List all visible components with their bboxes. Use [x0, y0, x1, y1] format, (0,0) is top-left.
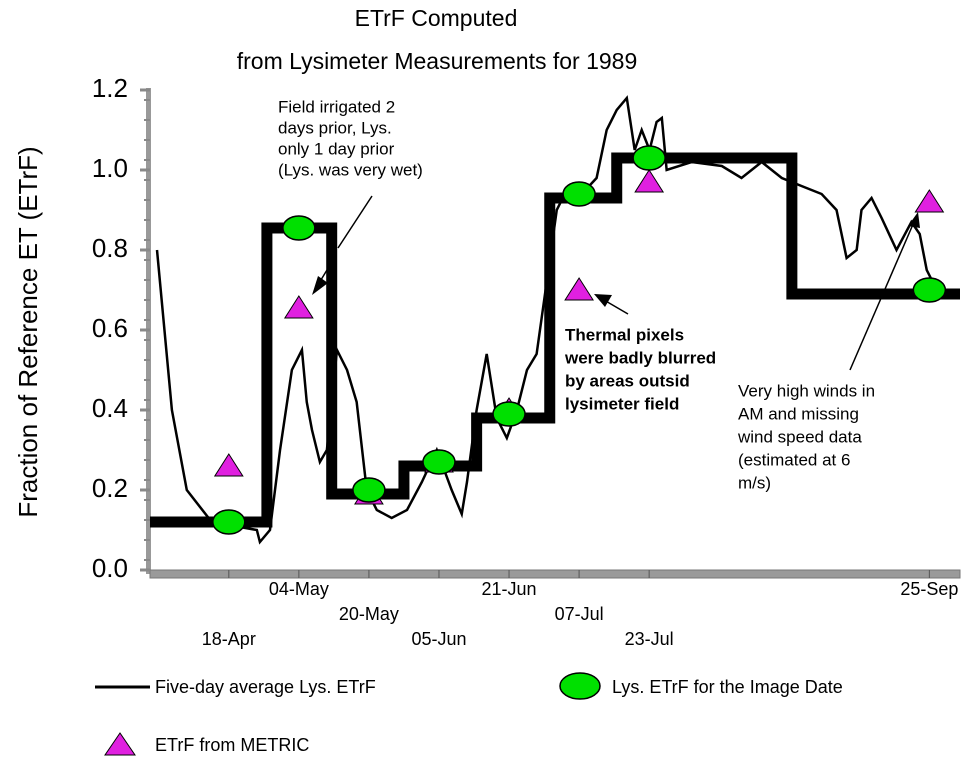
annotation-text: (estimated at 6	[738, 450, 850, 469]
y-tick-label: 0.8	[92, 233, 128, 263]
annotation-text: days prior, Lys.	[278, 118, 392, 137]
data-point	[492, 401, 526, 427]
arrow-head	[312, 276, 328, 295]
data-point	[282, 215, 316, 241]
data-point	[912, 277, 947, 303]
data-point	[562, 181, 596, 207]
y-tick-label: 1.0	[92, 153, 128, 183]
data-point	[352, 477, 386, 503]
y-axis-label: Fraction of Reference ET (ETrF)	[13, 146, 43, 517]
annotation-text: Very high winds in	[738, 381, 875, 400]
plot-area	[150, 95, 960, 545]
annotation-arrow	[337, 195, 373, 249]
legend-circle	[559, 672, 601, 700]
data-point	[212, 509, 246, 535]
x-tick-label: 18-Apr	[202, 629, 256, 649]
x-tick-label: 23-Jul	[625, 629, 674, 649]
data-line	[155, 95, 938, 545]
chart-subtitle: from Lysimeter Measurements for 1989	[237, 48, 638, 74]
data-point	[632, 145, 666, 171]
annotation-text: by areas outsid	[565, 371, 690, 390]
y-tick-label: 0.2	[92, 473, 128, 503]
x-tick-label: 21-Jun	[482, 579, 537, 599]
annotation-text: Field irrigated 2	[278, 97, 395, 116]
annotation-text: m/s)	[738, 473, 771, 492]
annotation-text: only 1 day prior	[278, 139, 395, 158]
annotation-text: were badly blurred	[564, 348, 716, 367]
x-tick-label: 04-May	[269, 579, 329, 599]
annotation-text: lysimeter field	[565, 394, 679, 413]
data-point	[213, 453, 244, 477]
legend-label: Five-day average Lys. ETrF	[155, 677, 376, 697]
arrow-head	[594, 294, 612, 307]
x-axis	[149, 569, 961, 579]
data-point	[422, 449, 456, 475]
data-point	[634, 169, 665, 193]
data-point	[283, 295, 314, 319]
annotation-text: Thermal pixels	[565, 325, 684, 344]
y-tick-label: 1.2	[92, 73, 128, 103]
annotation-text: wind speed data	[737, 427, 862, 446]
annotation-text: (Lys. was very wet)	[278, 160, 423, 179]
y-tick-label: 0.4	[92, 393, 128, 423]
y-tick-label: 0.6	[92, 313, 128, 343]
legend-label: ETrF from METRIC	[155, 735, 309, 755]
annotations: Field irrigated 2 days prior, Lys. only 1 …	[278, 97, 875, 492]
annotation-text: AM and missing	[738, 404, 859, 423]
y-tick-label: 0.0	[92, 553, 128, 583]
x-tick-label: 07-Jul	[555, 604, 604, 624]
annotation-arrow	[603, 299, 629, 315]
x-tick-label: 20-May	[339, 604, 399, 624]
legend-label: Lys. ETrF for the Image Date	[612, 677, 843, 697]
data-point	[564, 277, 594, 301]
chart-title: ETrF Computed	[355, 5, 518, 31]
legend-triangle	[104, 732, 136, 756]
x-tick-label: 25-Sep	[900, 579, 958, 599]
data-point	[914, 189, 945, 213]
x-tick-label: 05-Jun	[411, 629, 466, 649]
